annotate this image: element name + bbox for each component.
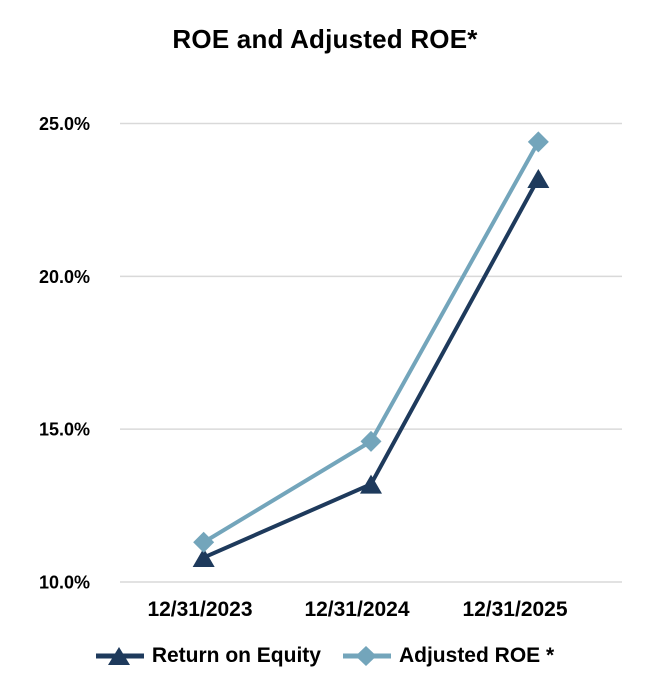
- marker-diamond: [527, 131, 549, 153]
- x-tick-label: 12/31/2023: [147, 598, 252, 621]
- legend-diamond-icon: [342, 646, 391, 666]
- marker-diamond: [193, 531, 215, 553]
- marker-triangle: [527, 169, 550, 189]
- y-tick-label: 20.0%: [39, 267, 90, 287]
- x-tick-label: 12/31/2024: [304, 598, 409, 621]
- marker-triangle: [360, 474, 382, 494]
- legend-item-label: Adjusted ROE *: [398, 644, 555, 667]
- marker-triangle: [192, 548, 215, 568]
- legend-item: Adjusted ROE *: [342, 644, 555, 668]
- legend-item-label: Return on Equity: [151, 644, 321, 667]
- x-tick-label: 12/31/2025: [462, 598, 567, 621]
- marker-diamond: [360, 430, 382, 452]
- y-tick-label: 25.0%: [39, 114, 90, 134]
- chart-legend: Return on Equity Adjusted ROE *: [0, 644, 650, 668]
- y-tick-label: 15.0%: [39, 420, 90, 440]
- legend-triangle-icon: [95, 647, 144, 665]
- legend-item: Return on Equity: [95, 644, 321, 668]
- y-tick-label: 10.0%: [39, 573, 90, 593]
- chart-title: ROE and Adjusted ROE*: [172, 24, 478, 54]
